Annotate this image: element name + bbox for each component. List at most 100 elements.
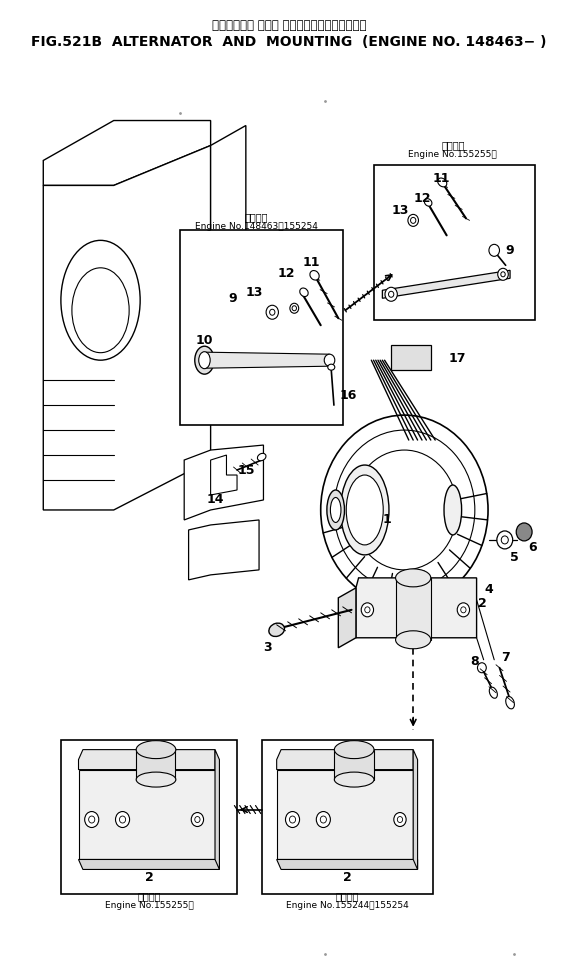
- Polygon shape: [413, 750, 417, 870]
- Text: 適用号機: 適用号機: [137, 891, 161, 901]
- Polygon shape: [188, 520, 259, 580]
- Circle shape: [286, 811, 299, 828]
- Circle shape: [385, 287, 397, 301]
- Text: 11: 11: [432, 172, 450, 185]
- Ellipse shape: [72, 268, 129, 353]
- Circle shape: [290, 816, 295, 823]
- Polygon shape: [277, 859, 417, 870]
- Text: オルタネータ および マウンティング　適用号機: オルタネータ および マウンティング 適用号機: [212, 19, 366, 32]
- Circle shape: [320, 816, 327, 823]
- Text: 適用号機: 適用号機: [441, 140, 465, 150]
- Ellipse shape: [438, 178, 447, 187]
- Polygon shape: [356, 578, 477, 638]
- Text: 13: 13: [246, 285, 264, 299]
- Polygon shape: [79, 859, 220, 870]
- Text: FIG.521B  ALTERNATOR  AND  MOUNTING  (ENGINE NO. 148463− ): FIG.521B ALTERNATOR AND MOUNTING (ENGINE…: [31, 35, 547, 49]
- Ellipse shape: [195, 346, 214, 374]
- Bar: [391, 345, 431, 370]
- Circle shape: [88, 816, 95, 823]
- Circle shape: [269, 310, 275, 316]
- Circle shape: [497, 531, 513, 549]
- Ellipse shape: [424, 199, 432, 206]
- Circle shape: [361, 603, 373, 617]
- Polygon shape: [210, 391, 281, 420]
- Circle shape: [501, 272, 505, 277]
- Polygon shape: [383, 271, 510, 298]
- Text: 13: 13: [391, 204, 409, 217]
- Circle shape: [501, 536, 508, 543]
- Ellipse shape: [310, 271, 319, 281]
- Circle shape: [191, 812, 203, 827]
- Circle shape: [410, 217, 416, 223]
- Text: 7: 7: [501, 652, 510, 664]
- Ellipse shape: [300, 288, 308, 296]
- Polygon shape: [184, 445, 264, 520]
- Circle shape: [290, 303, 299, 314]
- Polygon shape: [79, 769, 215, 859]
- Circle shape: [461, 607, 466, 613]
- Ellipse shape: [199, 352, 210, 369]
- Ellipse shape: [506, 696, 514, 709]
- Text: 9: 9: [506, 244, 514, 257]
- Text: 17: 17: [449, 352, 466, 364]
- Text: Engine No.155244～155254: Engine No.155244～155254: [286, 901, 409, 911]
- Text: 16: 16: [339, 389, 357, 401]
- Circle shape: [516, 523, 532, 541]
- Circle shape: [477, 662, 486, 673]
- Circle shape: [394, 812, 406, 827]
- Text: 2: 2: [477, 597, 486, 611]
- Ellipse shape: [327, 490, 344, 530]
- Text: 4: 4: [484, 583, 493, 596]
- Polygon shape: [210, 126, 246, 250]
- Ellipse shape: [269, 623, 284, 636]
- Ellipse shape: [395, 631, 431, 649]
- Text: 11: 11: [302, 256, 320, 269]
- Ellipse shape: [257, 453, 266, 461]
- Text: 3: 3: [264, 641, 272, 655]
- Text: Engine No.155255～: Engine No.155255～: [409, 150, 497, 160]
- Bar: [262, 739, 434, 894]
- Polygon shape: [79, 750, 215, 769]
- Circle shape: [351, 450, 457, 570]
- Text: 15: 15: [237, 464, 254, 476]
- Ellipse shape: [136, 740, 176, 759]
- Text: 9: 9: [228, 292, 237, 305]
- Circle shape: [195, 816, 200, 822]
- Text: 10: 10: [196, 334, 213, 347]
- Circle shape: [324, 355, 335, 366]
- Text: 14: 14: [206, 494, 224, 506]
- Text: Engine No.155255～: Engine No.155255～: [105, 901, 193, 911]
- Polygon shape: [43, 121, 210, 185]
- Text: 2: 2: [144, 871, 153, 884]
- Polygon shape: [136, 750, 175, 779]
- Polygon shape: [395, 578, 431, 640]
- Ellipse shape: [328, 364, 335, 370]
- Polygon shape: [334, 750, 373, 779]
- Circle shape: [292, 306, 297, 311]
- Polygon shape: [338, 588, 356, 648]
- Ellipse shape: [340, 465, 389, 555]
- Bar: [180, 231, 343, 425]
- Circle shape: [334, 431, 475, 590]
- Text: 2: 2: [343, 871, 351, 884]
- Circle shape: [498, 268, 508, 281]
- Circle shape: [116, 811, 129, 828]
- Ellipse shape: [395, 569, 431, 587]
- Text: 12: 12: [413, 192, 431, 205]
- Polygon shape: [215, 750, 220, 870]
- Circle shape: [266, 305, 279, 319]
- Circle shape: [408, 214, 418, 226]
- Text: 適用号機: 適用号機: [335, 891, 359, 901]
- Bar: [61, 739, 237, 894]
- Circle shape: [489, 244, 499, 256]
- Text: 6: 6: [528, 542, 536, 554]
- Polygon shape: [210, 455, 237, 495]
- Circle shape: [388, 291, 394, 297]
- Circle shape: [321, 415, 488, 605]
- Circle shape: [316, 811, 331, 828]
- Circle shape: [84, 811, 99, 828]
- Ellipse shape: [61, 241, 140, 360]
- Bar: [373, 166, 535, 320]
- Text: Engine No.148463～155254: Engine No.148463～155254: [195, 222, 318, 232]
- Polygon shape: [277, 750, 413, 769]
